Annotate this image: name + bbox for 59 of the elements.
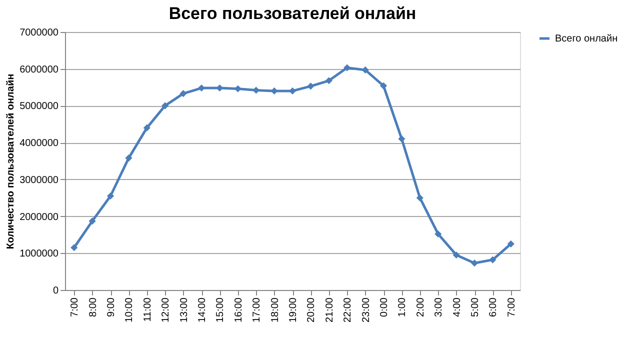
- x-tick-label: 17:00: [252, 297, 263, 323]
- point: [70, 244, 78, 252]
- x-tick-label: 14:00: [197, 297, 208, 323]
- y-tick-label: 7000000: [20, 28, 59, 38]
- point: [216, 84, 224, 92]
- x-tick-label: 9:00: [106, 297, 117, 317]
- point: [398, 135, 406, 142]
- point: [380, 82, 388, 90]
- x-tick-label: 21:00: [324, 297, 336, 323]
- x-tick-label: 5:00: [470, 297, 481, 317]
- y-tick-label: 2000000: [20, 212, 59, 223]
- point: [452, 251, 460, 259]
- point: [106, 192, 114, 200]
- point: [307, 82, 314, 90]
- x-tick-label: 10:00: [124, 297, 136, 323]
- x-tick-label: 7:00: [506, 297, 518, 317]
- point: [344, 64, 351, 72]
- point: [507, 240, 514, 248]
- x-tick-label: 15:00: [215, 297, 226, 323]
- x-tick-label: 13:00: [178, 297, 190, 323]
- x-tick-label: 6:00: [488, 297, 500, 317]
- y-tick-label: 1000000: [20, 248, 59, 260]
- point: [325, 77, 332, 84]
- x-tick-label: 7:00: [70, 297, 81, 317]
- x-tick-label: 20:00: [306, 297, 318, 323]
- point: [88, 218, 96, 225]
- chart-title: Всего пользователей онлайн: [168, 4, 416, 23]
- x-tick-label: 4:00: [452, 297, 463, 317]
- point: [470, 260, 478, 267]
- point: [162, 102, 169, 110]
- y-tick-label: 6000000: [20, 64, 59, 76]
- point: [489, 256, 496, 264]
- legend-label: Всего онлайн: [555, 34, 618, 44]
- x-tick-label: 16:00: [233, 297, 244, 323]
- point: [362, 66, 369, 74]
- point: [125, 154, 132, 162]
- x-tick-label: 8:00: [88, 297, 99, 317]
- x-tick-label: 23:00: [360, 297, 372, 323]
- x-tick-label: 1:00: [397, 297, 408, 317]
- x-tick-label: 3:00: [434, 297, 445, 317]
- point: [270, 87, 278, 95]
- x-tick-label: 19:00: [288, 297, 299, 323]
- point: [434, 230, 442, 238]
- x-tick-label: 12:00: [160, 297, 172, 323]
- point: [234, 85, 242, 92]
- y-tick-label: 0: [52, 286, 59, 296]
- point: [143, 124, 150, 132]
- y-axis-title: Количество пользователей онлайн: [6, 74, 17, 250]
- y-tick-label: 4000000: [20, 138, 59, 150]
- x-tick-label: 2:00: [415, 297, 426, 317]
- y-tick-label: 3000000: [20, 174, 59, 186]
- y-tick-label: 5000000: [20, 101, 59, 112]
- x-tick-label: 22:00: [342, 297, 354, 323]
- point: [252, 86, 260, 94]
- point: [416, 194, 424, 202]
- x-tick-label: 0:00: [379, 297, 390, 317]
- point: [180, 90, 187, 98]
- x-tick-label: 11:00: [142, 297, 154, 322]
- x-tick-label: 18:00: [270, 297, 281, 323]
